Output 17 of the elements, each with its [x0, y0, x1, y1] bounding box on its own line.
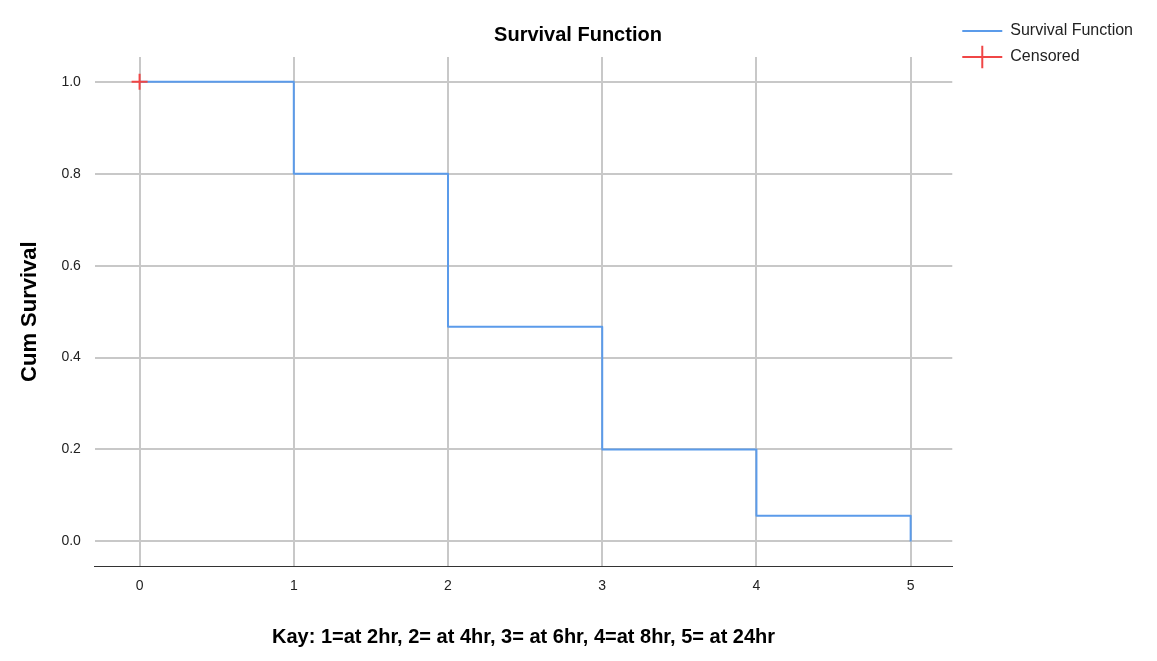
y-tick-label: 0.0 [61, 532, 82, 549]
x-tick-label: 2 [444, 577, 453, 594]
x-tick-label: 1 [289, 577, 298, 594]
y-tick-label: 1.0 [61, 72, 82, 89]
y-tick-label: 0.4 [61, 348, 82, 365]
x-tick-label: 3 [598, 577, 607, 594]
x-tick-label: 5 [906, 577, 915, 594]
y-tick-label: 0.8 [61, 164, 82, 181]
x-tick-label: 0 [135, 577, 144, 594]
x-axis-title: Kay: 1=at 2hr, 2= at 4hr, 3= at 6hr, 4=at 8hr, 5= at 24hr [272, 624, 776, 647]
chart-title: Survival Function [494, 22, 662, 45]
legend-label: Survival Function [1010, 21, 1133, 39]
y-axis-title: Cum Survival [16, 241, 42, 382]
y-tick-label: 0.2 [61, 440, 82, 457]
x-tick-label: 4 [752, 577, 761, 594]
y-tick-label: 0.6 [61, 256, 82, 273]
legend-label: Censored [1010, 47, 1080, 65]
